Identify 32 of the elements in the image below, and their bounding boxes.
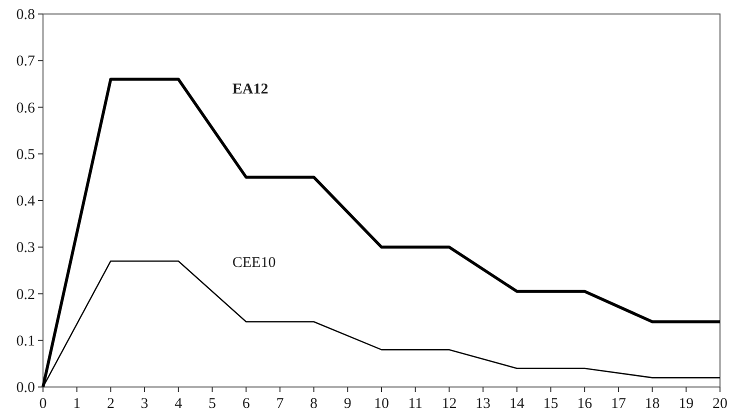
y-tick-label: 0.4 xyxy=(16,194,36,210)
x-tick-label: 16 xyxy=(577,396,593,412)
y-tick-label: 0.0 xyxy=(16,380,35,396)
x-tick-label: 6 xyxy=(242,396,250,412)
x-tick-label: 1 xyxy=(73,396,81,412)
series-label: CEE10 xyxy=(232,255,276,272)
y-tick-label: 0.5 xyxy=(16,146,35,163)
y-tick-label: 0.7 xyxy=(16,54,36,70)
y-tick-label: 0.8 xyxy=(16,7,35,23)
y-tick-label: 0.2 xyxy=(16,286,35,303)
text: EA12 xyxy=(232,81,268,98)
x-tick-label: 2 xyxy=(106,396,114,412)
x-tick-label: 14 xyxy=(509,396,525,412)
x-tick-label: 8 xyxy=(310,396,318,412)
x-tick-label: 13 xyxy=(476,396,491,412)
y-tick-label: 0.3 xyxy=(16,240,35,256)
x-tick-label: 17 xyxy=(610,396,626,412)
x-tick-label: 9 xyxy=(344,396,352,412)
x-tick-label: 4 xyxy=(174,396,183,412)
y-tick-label: 0.1 xyxy=(16,333,35,350)
x-tick-label: 5 xyxy=(208,396,216,412)
x-tick-label: 15 xyxy=(543,396,558,412)
x-tick-label: 3 xyxy=(140,396,148,412)
x-tick-label: 7 xyxy=(276,396,284,412)
x-tick-label: 10 xyxy=(374,396,389,412)
x-tick-label: 0 xyxy=(39,396,47,412)
x-tick-label: 11 xyxy=(408,396,423,412)
x-tick-label: 12 xyxy=(442,396,457,412)
y-tick-label: 0.6 xyxy=(16,100,36,116)
x-tick-label: 18 xyxy=(644,396,660,412)
x-tick-label: 19 xyxy=(678,396,694,412)
x-tick-label: 20 xyxy=(712,396,728,412)
